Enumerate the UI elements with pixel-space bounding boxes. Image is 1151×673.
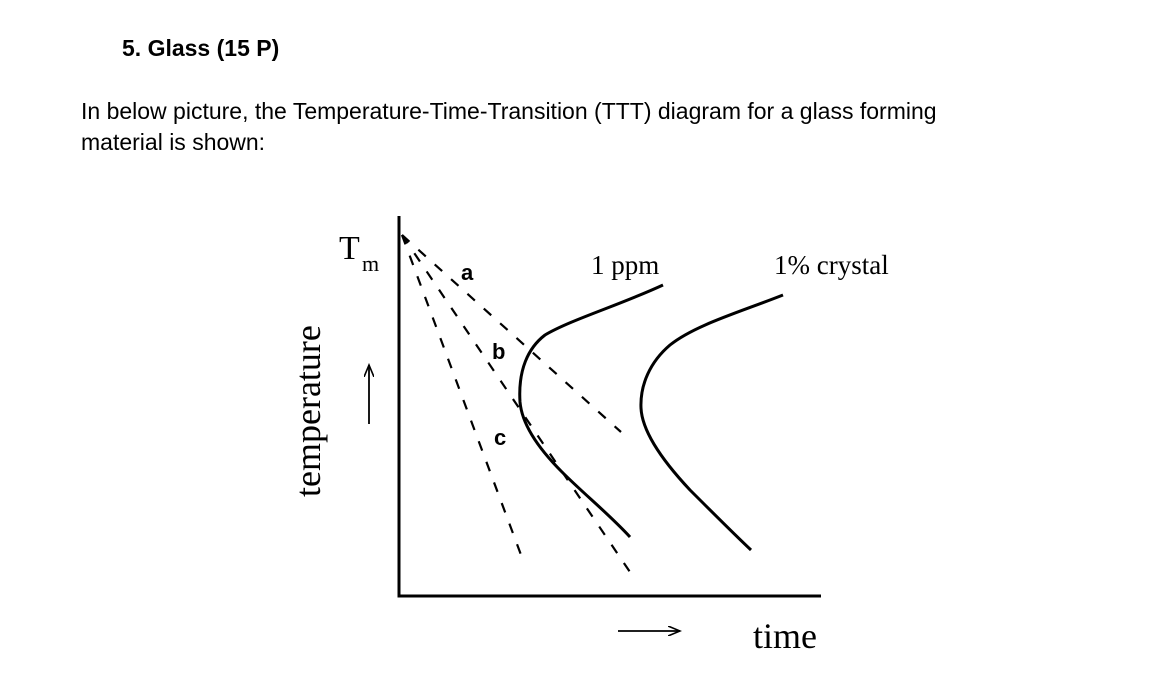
tm-subscript: m (362, 251, 379, 276)
cooling-path-a (401, 234, 622, 433)
label-1pct-crystal: 1% crystal (774, 250, 889, 280)
x-axis-label: time (753, 616, 817, 656)
cooling-path-b (401, 234, 635, 579)
intro-line-1: In below picture, the Temperature-Time-T… (81, 98, 937, 124)
label-path-a: a (461, 260, 474, 285)
label-path-c: c (494, 425, 506, 450)
tm-symbol: T (339, 230, 360, 267)
label-1ppm: 1 ppm (591, 250, 659, 280)
y-axis-label: temperature (288, 325, 328, 497)
cooling-path-c (400, 234, 526, 564)
question-heading: 5. Glass (15 P) (122, 35, 280, 61)
curve-1pct-crystal (639, 293, 784, 552)
question-intro: In below picture, the Temperature-Time-T… (81, 96, 1131, 158)
curve-1ppm (518, 283, 664, 539)
label-path-b: b (492, 339, 505, 364)
intro-line-2: material is shown: (81, 129, 266, 155)
